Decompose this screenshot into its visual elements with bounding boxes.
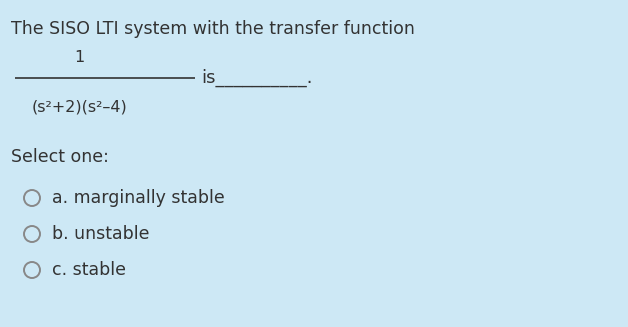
Text: Select one:: Select one: bbox=[11, 148, 109, 166]
Text: b. unstable: b. unstable bbox=[52, 225, 149, 243]
Text: is__________.: is__________. bbox=[202, 69, 313, 87]
Text: (s²+2)(s²–4): (s²+2)(s²–4) bbox=[32, 100, 127, 115]
Text: 1: 1 bbox=[75, 50, 85, 65]
Text: a. marginally stable: a. marginally stable bbox=[52, 189, 225, 207]
Text: c. stable: c. stable bbox=[52, 261, 126, 279]
Text: The SISO LTI system with the transfer function: The SISO LTI system with the transfer fu… bbox=[11, 20, 415, 38]
